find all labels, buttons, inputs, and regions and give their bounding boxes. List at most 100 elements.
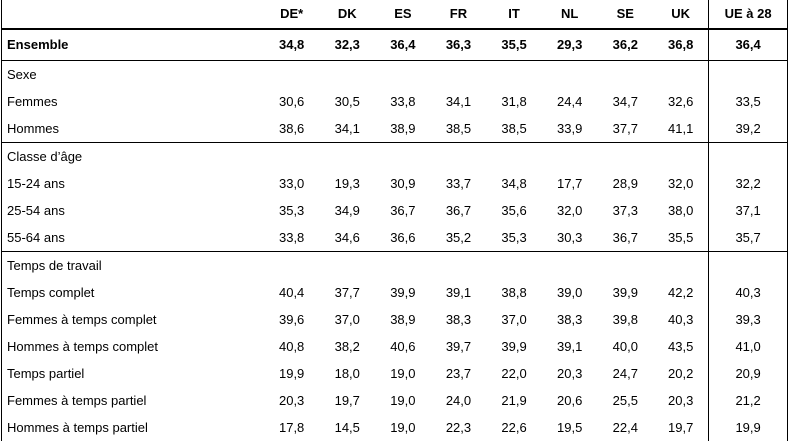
empty-cell — [598, 61, 654, 89]
row-label: Femmes à temps complet — [0, 306, 264, 333]
cell-value: 41,1 — [653, 115, 709, 143]
eu-value: 32,2 — [708, 170, 788, 197]
cell-value: 19,0 — [390, 393, 416, 408]
empty-eu-cell — [708, 142, 788, 170]
empty-cell — [542, 252, 598, 280]
cell-value: 36,7 — [445, 203, 472, 218]
cell-value: 38,2 — [334, 339, 360, 354]
table-row: Temps partiel 19,9 18,0 19,0 23,7 22,0 20,3 24,… — [0, 360, 788, 387]
eu-value: 20,9 — [708, 360, 788, 387]
section-title-row: Sexe — [0, 60, 788, 89]
eu-value: 40,3 — [708, 279, 788, 306]
header-country: SE — [597, 0, 654, 30]
cell-value: 40,8 — [278, 339, 305, 354]
cell-value: 24,4 — [557, 94, 583, 109]
table-row: Femmes à temps partiel 20,3 19,7 19,0 24,0 21… — [0, 387, 788, 414]
cell-value: 34,9 — [334, 203, 360, 218]
empty-cell — [319, 61, 375, 89]
table-row: 25-54 ans 35,3 34,9 36,7 36,7 35,6 32,0 37,3 38,… — [0, 197, 788, 224]
cell-value: 38,3 — [445, 312, 472, 327]
total-value: 36,8 — [653, 29, 709, 61]
cell-value: 20,2 — [668, 366, 694, 381]
section-title: Temps de travail — [0, 251, 264, 279]
cell-value: 19,0 — [390, 366, 416, 381]
row-label: Hommes — [0, 115, 264, 143]
section-title: Classe d’âge — [0, 142, 264, 170]
cell-value: 34,6 — [319, 224, 376, 252]
empty-cell — [431, 61, 487, 89]
cell-value: 32,6 — [668, 94, 694, 109]
cell-value: 39,8 — [612, 312, 638, 327]
cell-value: 20,6 — [557, 393, 583, 408]
cell-value: 43,5 — [668, 339, 694, 354]
eu-value: 21,2 — [708, 387, 788, 414]
cell-value: 33,0 — [278, 176, 305, 191]
cell-value: 39,9 — [390, 285, 416, 300]
cell-value: 37,7 — [334, 285, 360, 300]
eu-value: 33,5 — [708, 88, 788, 115]
header-country: UK — [653, 0, 709, 30]
cell-value: 36,7 — [597, 224, 654, 252]
total-value: 36,3 — [430, 29, 487, 61]
cell-value: 38,5 — [486, 115, 542, 143]
eu-value: 39,2 — [708, 115, 788, 143]
cell-value: 32,0 — [668, 176, 694, 191]
header-eu: UE à 28 — [708, 0, 788, 30]
cell-value: 38,6 — [263, 115, 320, 143]
empty-cell — [319, 252, 375, 280]
empty-cell — [653, 143, 709, 171]
section-title-row: Temps de travail — [0, 251, 788, 280]
cell-value: 40,4 — [278, 285, 305, 300]
cell-value: 19,7 — [668, 420, 694, 435]
row-label: Hommes à temps partiel — [0, 414, 264, 441]
header-country: ES — [375, 0, 431, 30]
table-row: Hommes à temps complet 40,8 38,2 40,6 39,7 39… — [0, 333, 788, 360]
header-country: NL — [541, 0, 598, 30]
cell-value: 38,0 — [668, 203, 694, 218]
cell-value: 38,8 — [501, 285, 527, 300]
cell-value: 24,7 — [612, 366, 638, 381]
cell-value: 39,1 — [557, 339, 583, 354]
cell-value: 33,8 — [390, 94, 416, 109]
cell-value: 17,7 — [557, 176, 583, 191]
row-label: 25-54 ans — [0, 197, 264, 224]
cell-value: 39,7 — [445, 339, 472, 354]
empty-cell — [653, 61, 709, 89]
cell-value: 30,5 — [334, 94, 360, 109]
cell-value: 38,3 — [557, 312, 583, 327]
empty-cell — [319, 143, 375, 171]
row-label: 55-64 ans — [0, 224, 264, 252]
cell-value: 30,9 — [390, 176, 416, 191]
cell-value: 30,3 — [541, 224, 598, 252]
header-blank-cell — [0, 0, 264, 30]
cell-value: 39,0 — [557, 285, 583, 300]
cell-value: 34,7 — [612, 94, 638, 109]
cell-value: 18,0 — [334, 366, 360, 381]
empty-cell — [375, 143, 431, 171]
row-label: Temps complet — [0, 279, 264, 306]
cell-value: 36,7 — [390, 203, 416, 218]
header-row: DE* DK ES FR IT NL SE UK UE à 28 — [0, 0, 788, 30]
table-row: 15-24 ans 33,0 19,3 30,9 33,7 34,8 17,7 28,9 32,… — [0, 170, 788, 197]
row-label: Temps partiel — [0, 360, 264, 387]
cell-value: 21,9 — [501, 393, 527, 408]
cell-value: 40,3 — [668, 312, 694, 327]
total-value: 36,2 — [597, 29, 654, 61]
empty-cell — [486, 252, 542, 280]
cell-value: 22,6 — [501, 420, 527, 435]
cell-value: 14,5 — [334, 420, 360, 435]
empty-cell — [264, 143, 320, 171]
cell-value: 19,9 — [278, 366, 305, 381]
cell-value: 17,8 — [278, 420, 305, 435]
total-value: 36,4 — [375, 29, 431, 61]
cell-value: 24,0 — [445, 393, 472, 408]
empty-cell — [486, 143, 542, 171]
eu-value: 37,1 — [708, 197, 788, 224]
cell-value: 35,3 — [486, 224, 542, 252]
cell-value: 25,5 — [612, 393, 638, 408]
total-value: 34,8 — [263, 29, 320, 61]
cell-value: 38,9 — [390, 312, 416, 327]
cell-value: 35,2 — [430, 224, 487, 252]
cell-value: 36,6 — [375, 224, 431, 252]
